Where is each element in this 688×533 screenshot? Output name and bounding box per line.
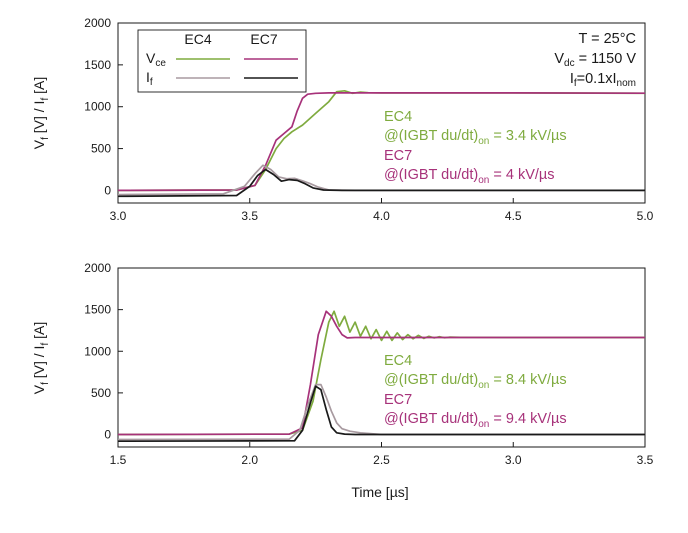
annotation-ec7-dudt-bottom: @(IGBT du/dt)on = 9.4 kV/µs (384, 411, 567, 430)
top-y-tick-label: 0 (104, 183, 111, 197)
bottom-x-tick-label: 3.0 (505, 453, 522, 467)
bottom-series-ec7-if (117, 385, 645, 443)
bottom-y-tick-label: 1500 (84, 303, 111, 317)
annotation-ec4-dudt: @(IGBT du/dt)on = 3.4 kV/µs (384, 128, 567, 147)
top-x-tick-label: 3.5 (241, 209, 258, 223)
legend-box (137, 29, 307, 93)
bottom-series-ec4-if (117, 383, 645, 441)
bottom-x-tick-label: 2.5 (373, 453, 390, 467)
annotation-ec4-label-bottom: EC4 (384, 353, 412, 369)
legend-row-if: If (146, 69, 153, 88)
annotation-ec4-dudt-bottom: @(IGBT du/dt)on = 8.4 kV/µs (384, 372, 567, 391)
bottom-y-tick-label: 500 (91, 386, 111, 400)
top-y-tick-label: 1500 (84, 58, 111, 72)
legend-col-ec4: EC4 (184, 31, 211, 47)
condition-vdc: Vdc = 1150 V (554, 51, 636, 69)
bottom-x-tick-label: 3.5 (637, 453, 654, 467)
x-axis-label: Time [µs] (351, 484, 408, 500)
bottom-y-axis-label: Vf [V] / If [A] (31, 322, 51, 395)
top-x-tick-label: 5.0 (637, 209, 654, 223)
bottom-series (117, 310, 645, 443)
top-x-tick-label: 3.0 (110, 209, 127, 223)
annotation-ec7-label-bottom: EC7 (384, 392, 412, 408)
top-y-tick-label: 1000 (84, 100, 111, 114)
top-y-tick-label: 500 (91, 142, 111, 156)
bottom-x-tick-label: 1.5 (110, 453, 127, 467)
legend: EC4 EC7 Vce If (137, 29, 307, 93)
bottom-series-ec7-vce (117, 310, 645, 436)
top-x-tick-label: 4.0 (373, 209, 390, 223)
bottom-y-tick-label: 0 (104, 428, 111, 442)
annotation-ec4-label: EC4 (384, 109, 412, 125)
condition-temperature: T = 25°C (578, 31, 636, 47)
top-x-tick-label: 4.5 (505, 209, 522, 223)
top-y-tick-label: 2000 (84, 16, 111, 30)
bottom-y-tick-label: 1000 (84, 344, 111, 358)
top-series (117, 89, 646, 198)
bottom-axis-ticks: 1.5 2.0 2.5 3.0 3.5 0 500 1000 1500 2000 (84, 261, 653, 467)
top-y-axis-label: Vf [V] / If [A] (31, 77, 51, 150)
legend-row-vce: Vce (146, 50, 166, 69)
bottom-y-tick-label: 2000 (84, 261, 111, 275)
annotation-ec7-dudt: @(IGBT du/dt)on = 4 kV/µs (384, 167, 555, 186)
annotation-ec7-label: EC7 (384, 148, 412, 164)
condition-current: If=0.1xInom (570, 71, 636, 89)
top-axis-ticks: 3.0 3.5 4.0 4.5 5.0 0 500 1000 1500 2000 (84, 16, 653, 223)
top-series-ec7-vce (117, 92, 646, 192)
bottom-annotations: EC4 @(IGBT du/dt)on = 8.4 kV/µs EC7 @(IG… (384, 353, 567, 430)
test-conditions: T = 25°C Vdc = 1150 V If=0.1xInom (554, 31, 636, 89)
legend-col-ec7: EC7 (250, 31, 277, 47)
top-annotations: EC4 @(IGBT du/dt)on = 3.4 kV/µs EC7 @(IG… (384, 109, 567, 186)
top-series-ec7-if (117, 168, 645, 198)
bottom-x-tick-label: 2.0 (241, 453, 258, 467)
